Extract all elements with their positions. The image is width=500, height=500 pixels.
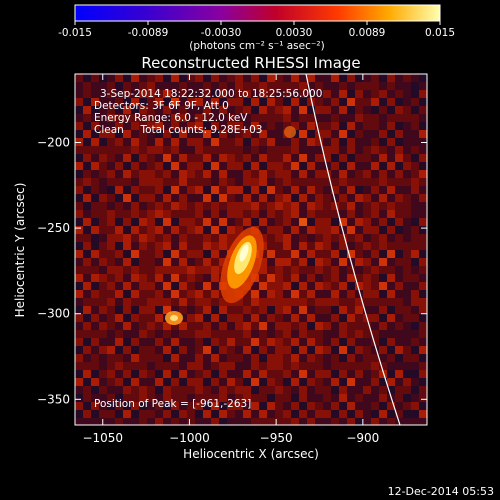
info-block: 3-Sep-2014 18:22:32.000 to 18:25:56.000 … [94,88,322,136]
x-axis-label: Heliocentric X (arcsec) [183,447,319,461]
colorbar-tick-label: -0.0030 [201,27,242,39]
footer-date: 12-Dec-2014 05:53 [387,485,494,498]
colorbar-tick-label: 0.0089 [349,27,386,39]
x-tick-label: −1000 [169,431,210,445]
colorbar-tick-label: -0.015 [58,27,92,39]
axis-ticks: −1050 −1000 −950 −900 −200 −250 −300 −350 [37,74,427,445]
flare-source [220,226,264,304]
y-tick-label: −350 [37,392,70,406]
colorbar-tick-label: 0.0030 [276,27,313,39]
colorbar-tick-label: -0.0089 [128,27,169,39]
x-tick-label: −1050 [82,431,123,445]
info-detectors: Detectors: 3F 6F 9F, Att 0 [94,100,229,112]
y-tick-label: −250 [37,221,70,235]
colorbar-tick-label: 0.015 [425,27,455,39]
y-tick-label: −200 [37,135,70,149]
plot-frame [74,73,428,426]
y-axis-label: Heliocentric Y (arcsec) [13,183,27,318]
colorbar-unit-label: (photons cm⁻² s⁻¹ asec⁻²) [189,40,324,52]
y-tick-label: −300 [37,307,70,321]
colorbar [74,4,441,22]
colorbar-ticks: -0.015 -0.0089 -0.0030 0.0030 0.0089 0.015 [58,21,455,39]
solar-limb-line [305,74,401,425]
plot-title: Reconstructed RHESSI Image [141,54,360,72]
info-clean-counts: Clean Total counts: 9.28E+03 [94,124,263,136]
info-energy-range: Energy Range: 6.0 - 12.0 keV [94,112,248,124]
info-time-range: 3-Sep-2014 18:22:32.000 to 18:25:56.000 [100,88,322,100]
peak-position-label: Position of Peak = [-961,-263] [94,398,251,410]
rhessi-image [75,74,427,425]
x-tick-label: −950 [260,431,293,445]
x-tick-label: −900 [346,431,379,445]
